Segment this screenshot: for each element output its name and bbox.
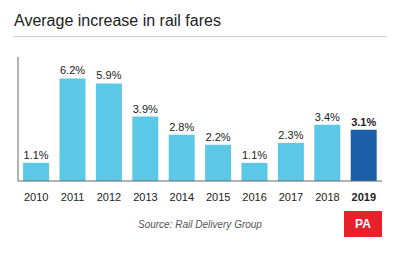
- svg-text:3.4%: 3.4%: [315, 111, 340, 123]
- svg-text:1.1%: 1.1%: [24, 149, 49, 161]
- svg-text:6.2%: 6.2%: [60, 64, 85, 76]
- svg-text:2012: 2012: [97, 191, 121, 203]
- svg-text:1.1%: 1.1%: [242, 149, 267, 161]
- svg-text:2.8%: 2.8%: [169, 121, 194, 133]
- html-text:PA: PA: [355, 217, 371, 231]
- svg-text:2.3%: 2.3%: [278, 129, 303, 141]
- svg-text:2016: 2016: [242, 191, 266, 203]
- svg-text:2013: 2013: [133, 191, 157, 203]
- svg-text:3.9%: 3.9%: [133, 103, 158, 115]
- svg-text:2015: 2015: [206, 191, 230, 203]
- html-text:Source: Rail Delivery Group: Source: Rail Delivery Group: [138, 219, 262, 230]
- svg-text:2017: 2017: [279, 191, 303, 203]
- svg-text:2.2%: 2.2%: [206, 131, 231, 143]
- svg-text:5.9%: 5.9%: [96, 69, 121, 81]
- svg-text:2014: 2014: [170, 191, 194, 203]
- html-text:Average increase in rail fares: Average increase in rail fares: [14, 12, 221, 29]
- svg-text:3.1%: 3.1%: [351, 116, 376, 128]
- svg-text:2018: 2018: [315, 191, 339, 203]
- svg-text:2010: 2010: [24, 191, 48, 203]
- svg-text:2011: 2011: [61, 191, 85, 203]
- svg-text:2019: 2019: [352, 191, 376, 203]
